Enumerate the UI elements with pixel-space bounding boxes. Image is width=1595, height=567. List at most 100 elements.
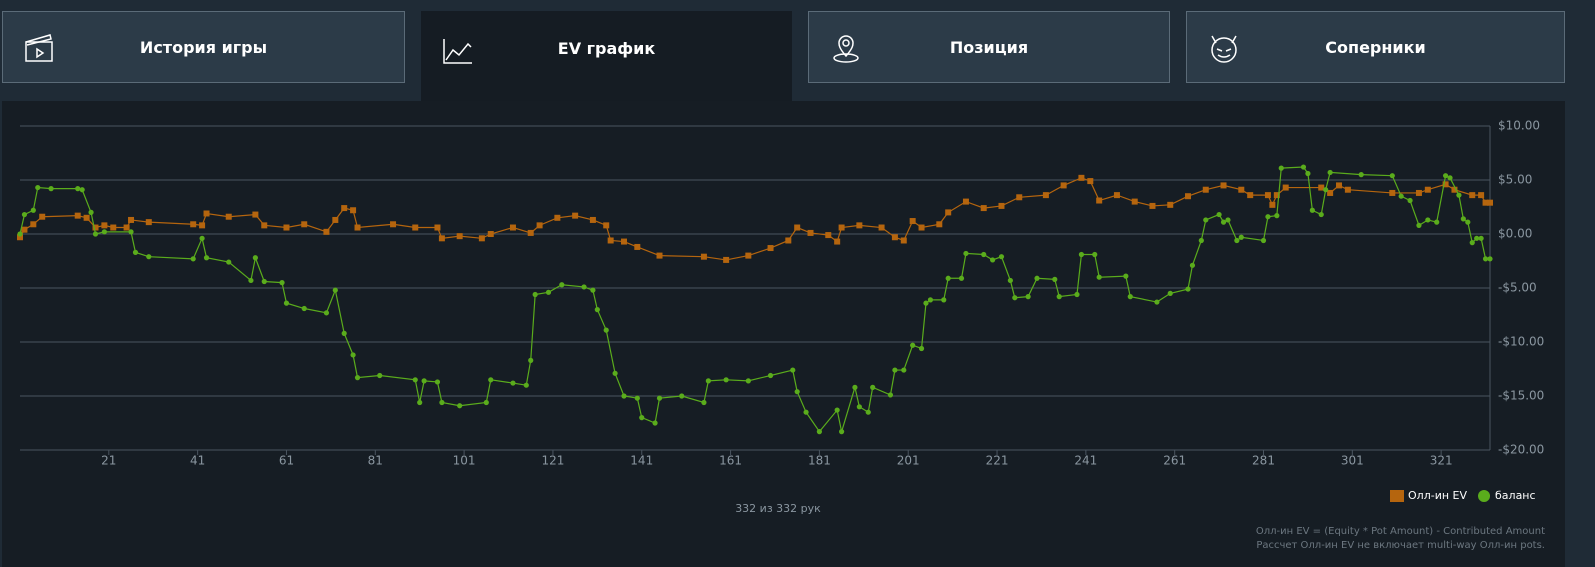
- marker: [1469, 240, 1475, 246]
- marker: [980, 205, 987, 212]
- marker: [510, 380, 516, 386]
- marker: [656, 252, 663, 259]
- marker: [390, 221, 397, 228]
- marker: [1025, 294, 1031, 300]
- marker: [1247, 192, 1254, 199]
- marker: [279, 280, 285, 286]
- marker: [1074, 291, 1080, 298]
- marker: [825, 232, 832, 239]
- marker: [1273, 192, 1280, 199]
- marker: [301, 221, 308, 228]
- x-tick-label: 221: [986, 454, 1009, 468]
- marker: [1154, 299, 1160, 305]
- marker: [865, 409, 871, 415]
- marker: [1265, 214, 1271, 220]
- marker: [30, 207, 36, 213]
- x-tick-label: 261: [1163, 454, 1186, 468]
- marker: [807, 229, 814, 236]
- y-tick-label: -$20.00: [1498, 443, 1544, 457]
- marker: [1482, 256, 1489, 262]
- marker: [341, 205, 348, 212]
- marker: [1185, 286, 1191, 292]
- x-tick-label: 41: [190, 454, 205, 468]
- tab[interactable]: Позиция: [808, 11, 1170, 83]
- footnote: Олл-ин EV = (Equity * Pot Amount) - Cont…: [1256, 526, 1545, 537]
- marker: [75, 186, 81, 192]
- marker: [1113, 192, 1120, 199]
- marker: [17, 231, 23, 237]
- marker: [532, 291, 538, 298]
- marker: [438, 235, 445, 242]
- marker: [527, 229, 534, 236]
- marker: [559, 282, 565, 288]
- marker: [301, 305, 307, 312]
- marker: [989, 257, 996, 263]
- marker: [487, 231, 494, 237]
- marker: [1465, 219, 1471, 225]
- marker: [1220, 219, 1227, 225]
- marker: [483, 399, 489, 406]
- marker: [1198, 237, 1204, 244]
- marker: [1318, 184, 1325, 191]
- marker: [891, 234, 898, 241]
- marker: [1358, 172, 1364, 178]
- marker: [1234, 237, 1240, 244]
- legend-label: баланс: [1495, 489, 1536, 502]
- marker: [1238, 186, 1245, 193]
- marker: [132, 249, 139, 255]
- marker: [900, 237, 907, 244]
- tab[interactable]: Соперники: [1186, 11, 1565, 83]
- marker: [1167, 201, 1174, 208]
- marker: [283, 300, 290, 306]
- marker: [190, 221, 197, 228]
- marker: [1127, 294, 1133, 300]
- marker: [248, 277, 254, 284]
- marker: [656, 395, 663, 401]
- marker: [927, 297, 934, 303]
- x-tick-label: 121: [541, 454, 564, 468]
- marker: [1478, 235, 1484, 241]
- marker: [767, 245, 774, 252]
- x-tick-label: 81: [368, 454, 383, 468]
- marker: [892, 367, 898, 373]
- marker: [679, 393, 685, 399]
- marker: [998, 254, 1005, 260]
- marker: [1398, 193, 1404, 199]
- tab[interactable]: EV график: [421, 11, 792, 101]
- footnote: Рассчет Олл-ин EV не включает multi-way …: [1256, 540, 1545, 551]
- tab[interactable]: История игры: [2, 11, 405, 83]
- marker: [1469, 192, 1476, 199]
- marker: [434, 224, 441, 231]
- tab-label: История игры: [139, 37, 268, 57]
- marker: [981, 251, 987, 258]
- marker: [145, 219, 152, 226]
- marker: [1300, 164, 1307, 170]
- marker: [878, 224, 885, 231]
- marker: [723, 377, 729, 383]
- marker: [456, 233, 463, 240]
- marker: [1447, 175, 1453, 181]
- marker: [21, 226, 28, 233]
- marker: [909, 218, 916, 225]
- marker: [918, 345, 925, 352]
- marker: [74, 212, 81, 219]
- marker: [1060, 182, 1067, 189]
- x-tick-label: 161: [719, 454, 742, 468]
- marker: [723, 256, 730, 263]
- x-tick-label: 281: [1252, 454, 1275, 468]
- marker: [901, 367, 907, 373]
- legend-marker: [1390, 490, 1404, 502]
- tab-icon: [1211, 35, 1237, 63]
- marker: [199, 222, 206, 229]
- marker: [1425, 217, 1431, 223]
- marker: [834, 238, 841, 245]
- y-tick-label: -$10.00: [1498, 335, 1544, 349]
- marker: [998, 202, 1005, 209]
- tab-label: EV график: [557, 38, 656, 58]
- marker: [350, 352, 356, 358]
- marker: [439, 399, 445, 406]
- marker: [128, 216, 135, 223]
- legend-marker: [1478, 490, 1491, 502]
- marker: [634, 243, 641, 250]
- marker: [1056, 294, 1062, 300]
